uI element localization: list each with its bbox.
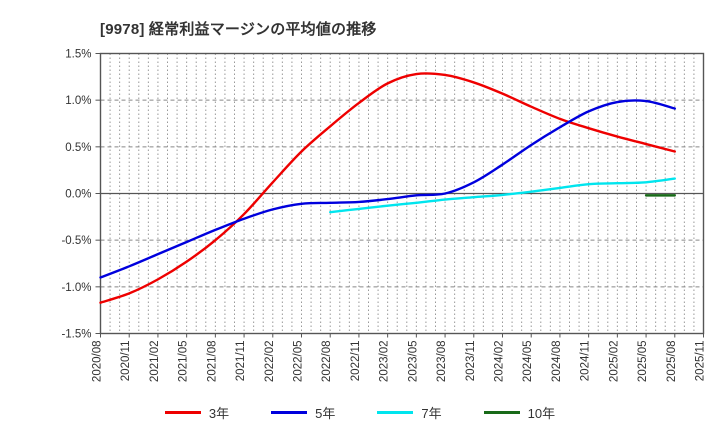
svg-text:2023/08: 2023/08 bbox=[436, 341, 448, 383]
svg-text:2024/02: 2024/02 bbox=[494, 341, 506, 383]
svg-text:2021/11: 2021/11 bbox=[235, 341, 247, 382]
svg-text:2025/02: 2025/02 bbox=[608, 341, 620, 383]
svg-text:-1.5%: -1.5% bbox=[61, 329, 91, 341]
legend-swatch-10y bbox=[483, 411, 520, 414]
svg-text:2025/11: 2025/11 bbox=[695, 341, 707, 382]
legend-label-7y: 7年 bbox=[421, 406, 442, 421]
series-line-3年 bbox=[99, 72, 676, 304]
legend-item-3y[interactable]: 3年 bbox=[164, 403, 230, 422]
svg-text:2022/05: 2022/05 bbox=[293, 341, 305, 383]
svg-text:2021/05: 2021/05 bbox=[178, 341, 190, 383]
svg-text:2022/08: 2022/08 bbox=[321, 341, 333, 383]
svg-text:2020/11: 2020/11 bbox=[120, 341, 132, 382]
legend-swatch-5y bbox=[271, 411, 308, 414]
svg-text:2024/05: 2024/05 bbox=[522, 341, 534, 383]
chart-legend: 3年 5年 7年 10年 bbox=[0, 403, 720, 422]
legend-label-5y: 5年 bbox=[315, 406, 336, 421]
svg-text:1.5%: 1.5% bbox=[65, 49, 91, 61]
svg-text:2023/11: 2023/11 bbox=[465, 341, 477, 382]
svg-text:0.0%: 0.0% bbox=[65, 189, 91, 201]
svg-text:2022/02: 2022/02 bbox=[264, 341, 276, 383]
series-line-5年 bbox=[99, 99, 676, 279]
data-series-group bbox=[99, 72, 676, 304]
chart-title: [9978] 経常利益マージンの平均値の推移 bbox=[100, 21, 377, 38]
legend-item-5y[interactable]: 5年 bbox=[271, 403, 335, 422]
svg-text:2020/08: 2020/08 bbox=[92, 341, 104, 383]
svg-text:2025/05: 2025/05 bbox=[637, 341, 649, 383]
legend-item-7y[interactable]: 7年 bbox=[377, 403, 442, 422]
svg-text:1.0%: 1.0% bbox=[65, 95, 91, 107]
svg-text:2024/11: 2024/11 bbox=[580, 341, 592, 382]
series-line-7年 bbox=[329, 177, 676, 214]
svg-text:2023/05: 2023/05 bbox=[407, 341, 419, 383]
svg-text:0.5%: 0.5% bbox=[65, 142, 91, 154]
y-axis-tick-labels: 1.5% 1.0% 0.5% 0.0% -0.5% -1.0% -1.5% bbox=[61, 49, 101, 341]
svg-text:2022/11: 2022/11 bbox=[350, 341, 362, 382]
svg-text:-1.0%: -1.0% bbox=[61, 282, 91, 294]
legend-label-3y: 3年 bbox=[208, 406, 230, 421]
legend-swatch-7y bbox=[377, 411, 414, 414]
legend-swatch-3y bbox=[164, 411, 201, 414]
legend-label-10y: 10年 bbox=[527, 406, 556, 421]
svg-text:2025/08: 2025/08 bbox=[666, 341, 678, 383]
legend-item-10y[interactable]: 10年 bbox=[483, 403, 556, 422]
svg-text:2023/02: 2023/02 bbox=[379, 341, 391, 383]
svg-text:-0.5%: -0.5% bbox=[61, 235, 91, 247]
svg-text:2021/02: 2021/02 bbox=[149, 341, 161, 383]
x-axis-tick-labels: 2020/08 2020/11 2021/02 2021/05 2021/08 2021/… bbox=[92, 333, 707, 383]
svg-text:2024/08: 2024/08 bbox=[551, 341, 563, 383]
svg-text:2021/08: 2021/08 bbox=[206, 341, 218, 383]
